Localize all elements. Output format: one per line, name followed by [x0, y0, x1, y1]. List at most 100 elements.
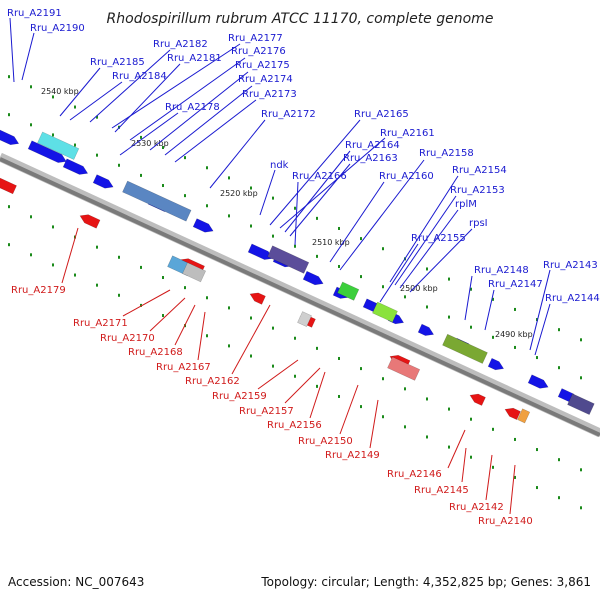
tick-dot [338, 394, 340, 398]
tick-dot [580, 376, 582, 380]
gene-label: Rru_A2166 [292, 171, 347, 182]
leader-line [122, 289, 171, 317]
gene-label: Rru_A2144 [545, 293, 600, 304]
feature-block [337, 281, 360, 301]
tick-dot [140, 173, 142, 177]
tick-dot [580, 338, 582, 342]
tick-dot [470, 417, 472, 421]
tick-dot [30, 215, 32, 219]
leader-line [464, 275, 473, 321]
tick-dot-rows [8, 75, 582, 510]
leader-line [149, 297, 186, 332]
leader-line [111, 43, 241, 129]
gene-arrow-shape [0, 177, 17, 195]
leader-line [339, 384, 359, 435]
leader-line [164, 85, 253, 156]
reverse-gene-arrow [469, 393, 486, 406]
gene-label: Rru_A2143 [543, 260, 598, 271]
gene-label: Rru_A2147 [488, 279, 543, 290]
tick-dot [558, 328, 560, 332]
gene-label: Rru_A2142 [449, 502, 504, 513]
scale-tick-label: 2540 kbp [41, 87, 79, 96]
tick-dot [184, 194, 186, 198]
tick-dot [118, 255, 120, 259]
forward-gene-arrow [192, 218, 214, 233]
gene-arrow-shape [527, 374, 549, 389]
gene-label: Rru_A2173 [242, 89, 297, 100]
gene-label: Rru_A2181 [167, 53, 222, 64]
tick-dot [118, 293, 120, 297]
topology-text: Topology: circular; Length: 4,352,825 bp… [261, 575, 591, 589]
tick-dot [96, 245, 98, 249]
forward-gene-arrow [417, 323, 435, 336]
tick-dot [470, 287, 472, 291]
gene-label: Rru_A2176 [231, 46, 286, 57]
leader-line [369, 399, 379, 449]
tick-dot [8, 205, 10, 209]
feature-block-shape [567, 393, 595, 416]
tick-dot [96, 115, 98, 119]
tick-dot [536, 486, 538, 490]
feature-block [442, 333, 488, 364]
tick-dot [382, 285, 384, 289]
gene-label: Rru_A2146 [387, 469, 442, 480]
feature-block [297, 311, 312, 327]
tick-dot [448, 445, 450, 449]
gene-arrow-shape [92, 174, 114, 189]
tick-dot [514, 437, 516, 441]
gene-label: ndk [270, 160, 289, 171]
gene-label: Rru_A2171 [73, 318, 128, 329]
tick-dot [426, 397, 428, 401]
gene-label: Rru_A2153 [450, 185, 505, 196]
leader-line [394, 195, 457, 286]
gene-label: Rru_A2179 [11, 285, 66, 296]
forward-gene-arrow [247, 243, 274, 260]
accession-text: Accession: NC_007643 [8, 575, 145, 589]
gene-label: rplM [455, 199, 477, 210]
forward-gene-arrow [27, 140, 67, 163]
leader-line [409, 228, 473, 293]
tick-dot [360, 405, 362, 409]
tick-dot [30, 253, 32, 257]
gene-label: Rru_A2150 [298, 436, 353, 447]
tick-dot [558, 496, 560, 500]
leader-line [149, 71, 249, 151]
leader-line [399, 209, 459, 289]
tick-dot [294, 206, 296, 210]
gene-label: Rru_A2174 [238, 74, 293, 85]
tick-dot [316, 254, 318, 258]
leader-line [379, 243, 419, 303]
tick-dot [470, 325, 472, 329]
scale-tick-label: 2500 kbp [400, 284, 438, 293]
gene-label: Rru_A2149 [325, 450, 380, 461]
gene-label: Rru_A2159 [212, 391, 267, 402]
leader-line [197, 311, 206, 361]
tick-dot [162, 184, 164, 188]
scale-tick-label: 2530 kbp [131, 139, 169, 148]
feature-block [372, 301, 398, 323]
leader-line [534, 303, 551, 356]
tick-dot [250, 224, 252, 228]
leader-line [284, 367, 321, 404]
tick-dot [140, 265, 142, 269]
tick-dot [536, 318, 538, 322]
tick-dot [470, 455, 472, 459]
genome-backbone-shade [0, 157, 600, 437]
forward-gene-arrow [527, 374, 549, 389]
gene-label: Rru_A2190 [30, 23, 85, 34]
forward-gene-arrow [0, 128, 20, 146]
leader-line [69, 81, 123, 121]
tick-dot [338, 264, 340, 268]
tick-dot [514, 307, 516, 311]
leader-line [89, 49, 171, 123]
forward-gene-arrow [487, 357, 505, 371]
gene-label: Rru_A2172 [261, 109, 316, 120]
feature-block [567, 393, 595, 416]
feature-block-shape [122, 180, 192, 222]
tick-dot [206, 166, 208, 170]
leader-line [59, 67, 101, 117]
gene-label: Rru_A2155 [411, 233, 466, 244]
gene-label: Rru_A2140 [478, 516, 533, 527]
tick-dot [492, 465, 494, 469]
